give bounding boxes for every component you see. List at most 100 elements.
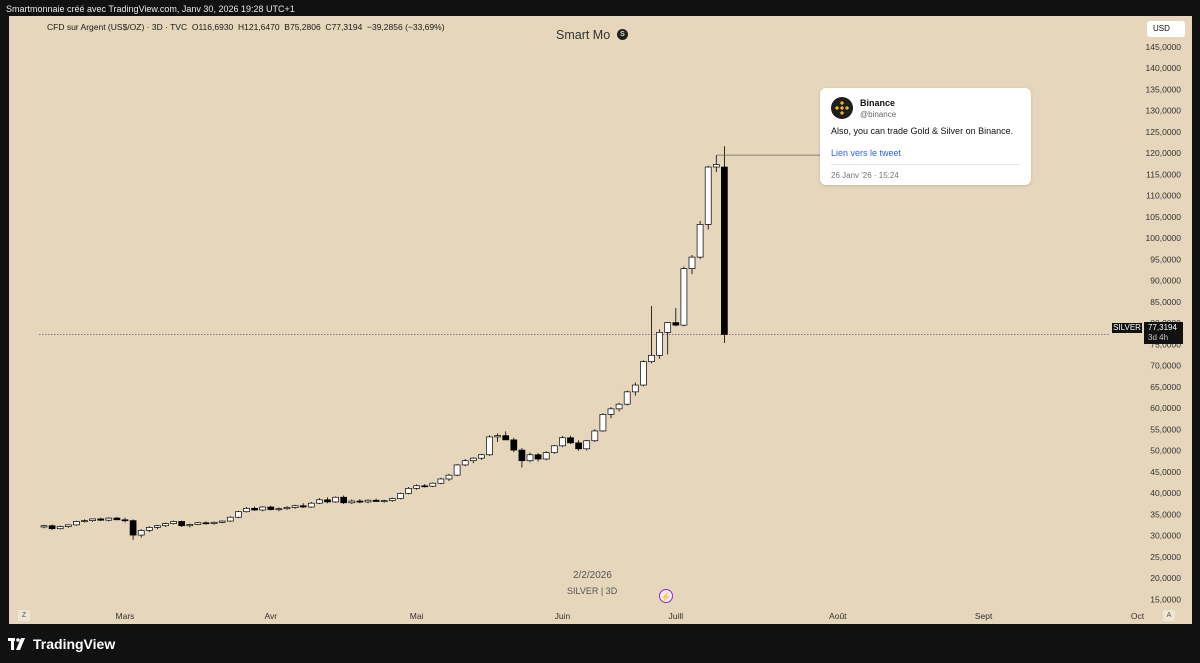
candle-body (267, 506, 275, 510)
bottom-brand-bar: TradingView (0, 624, 1200, 663)
y-tick-label: 20,0000 (1150, 573, 1181, 583)
candle-body (688, 256, 696, 269)
candle-body (478, 454, 485, 459)
candle-body (299, 505, 307, 508)
candle-body (226, 516, 234, 522)
candle-body (575, 442, 582, 450)
candle-body (283, 507, 291, 510)
candle-body (40, 525, 48, 528)
candle-body (348, 500, 356, 504)
candle-body (712, 164, 720, 168)
candle-body (275, 508, 283, 511)
y-tick-label: 95,0000 (1150, 254, 1181, 264)
symbol-interval-label: SILVER | 3D (567, 586, 618, 596)
candle-body (162, 523, 169, 527)
candle-body (518, 449, 526, 462)
y-tick-label: 105,0000 (1146, 212, 1182, 222)
y-tick-label: 120,0000 (1146, 148, 1182, 158)
candle-body (583, 440, 591, 450)
y-tick-label: 85,0000 (1150, 297, 1181, 307)
y-tick-label: 25,0000 (1150, 552, 1181, 562)
y-tick-label: 110,0000 (1146, 191, 1181, 201)
price-chart[interactable]: 15,0000 20,0000 25,0000 30,0000 35,0000 40,00… (9, 16, 1192, 624)
x-tick-label: Mars (116, 611, 135, 621)
cursor-date-label: 2/2/2026 (573, 570, 612, 581)
y-tick-label: 45,0000 (1150, 467, 1181, 477)
tweet-card[interactable]: Binance @binance Also, you can trade Gol… (820, 88, 1031, 185)
candle-body (607, 408, 615, 415)
y-tick-label: 35,0000 (1150, 509, 1181, 519)
candle-body (129, 520, 137, 536)
chart-area[interactable]: 15,0000 20,0000 25,0000 30,0000 35,0000 40,00… (9, 16, 1192, 624)
y-tick-label: 30,0000 (1150, 531, 1181, 541)
tradingview-brand-name: TradingView (33, 636, 116, 652)
candle-body (461, 460, 469, 466)
tweet-date: 26 Janv '26 · 15:24 (831, 171, 899, 180)
auto-scale-button[interactable]: A (1163, 610, 1175, 621)
candle-body (105, 517, 113, 521)
y-tick-label: 75,0000 (1150, 339, 1181, 349)
candle-body (397, 493, 404, 499)
candle-body (194, 522, 202, 525)
candle-body (405, 487, 412, 494)
candle-body (413, 485, 420, 489)
candle-body (469, 457, 477, 462)
candle-body (421, 485, 429, 488)
x-tick-label: Août (829, 611, 847, 621)
candle-body (429, 482, 437, 487)
y-tick-label: 145,0000 (1146, 42, 1182, 52)
candle-body (235, 511, 242, 518)
tradingview-logo[interactable]: TradingView (8, 636, 115, 652)
candle-body (64, 524, 72, 527)
candle-body (648, 354, 655, 363)
candle-body (672, 322, 680, 326)
last-price-symbol-tag: SILVER (1112, 323, 1142, 333)
candle-body (145, 527, 153, 531)
x-tick-label: Juill (668, 611, 683, 621)
candle-body (704, 166, 712, 225)
tweet-link[interactable]: Lien vers le tweet (831, 148, 902, 158)
y-tick-label: 40,0000 (1150, 488, 1181, 498)
x-tick-label: Avr (264, 611, 277, 621)
candle-body (113, 517, 121, 521)
lightning-icon[interactable]: ⚡ (659, 589, 673, 603)
y-tick-label: 70,0000 (1150, 361, 1181, 371)
candle-body (316, 499, 323, 504)
binance-logo-icon (831, 97, 853, 119)
candle-body (154, 525, 161, 528)
candle-body (89, 518, 96, 521)
candle-body (218, 520, 226, 523)
candle-body (486, 436, 493, 456)
candle-body (291, 505, 299, 508)
currency-button[interactable]: USD (1147, 21, 1185, 37)
candle-body (259, 506, 267, 511)
candle-body (364, 499, 372, 503)
candle-body (73, 521, 80, 526)
tweet-text: Also, you can trade Gold & Silver on Bin… (831, 126, 1014, 136)
candle-body (680, 268, 688, 326)
x-tick-label: Sept (975, 611, 993, 621)
tradingview-logo-icon (8, 638, 25, 650)
y-tick-label: 115,0000 (1146, 169, 1181, 179)
candle-body (526, 454, 534, 462)
candle-body (437, 478, 445, 484)
candle-body (502, 435, 510, 441)
candle-body (178, 521, 186, 527)
candle-body (332, 496, 339, 503)
candle-body (656, 332, 663, 356)
candle-body (137, 530, 145, 536)
tweet-author-handle: @binance (860, 110, 897, 119)
last-price-tag: 77,3194 3d 4h (1144, 322, 1183, 344)
candle-body (534, 454, 542, 460)
zoom-button[interactable]: Z (18, 610, 30, 621)
candle-body (721, 166, 728, 335)
candle-body (388, 498, 396, 501)
candle-body (640, 361, 647, 386)
watermark-logo-icon: S (617, 29, 628, 40)
candle-body (510, 439, 518, 451)
candle-body (696, 224, 704, 258)
candle-body (356, 500, 364, 503)
candle-body (623, 391, 631, 405)
x-tick-label: Oct (1131, 611, 1145, 621)
candle-body (567, 437, 574, 444)
